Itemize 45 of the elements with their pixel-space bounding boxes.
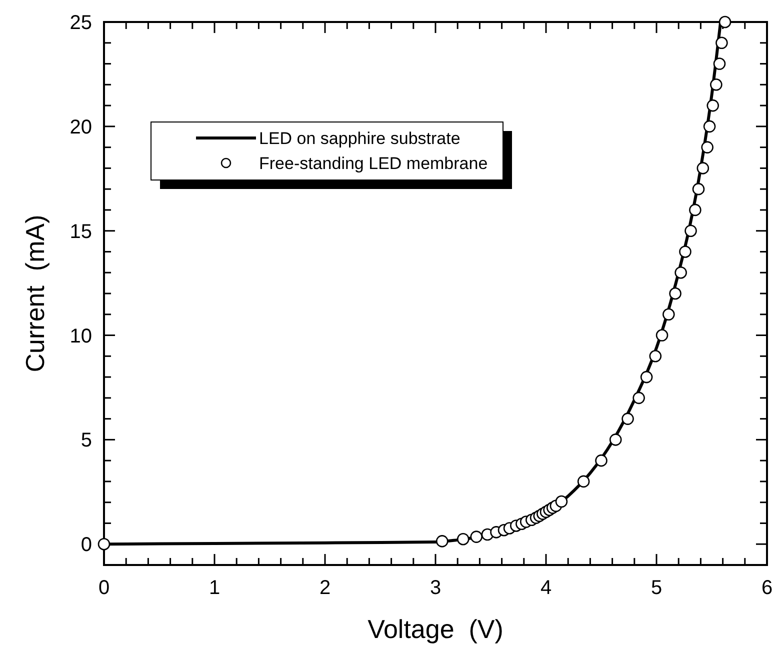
x-tick-label: 6 [761, 577, 773, 599]
point [622, 412, 634, 425]
point [555, 495, 568, 508]
x-tick-label: 4 [540, 577, 552, 599]
point [577, 475, 590, 488]
x-tick-label: 0 [98, 577, 110, 599]
y-tick-label: 5 [80, 430, 92, 452]
x-tick-label: 1 [208, 577, 220, 599]
point [595, 454, 608, 467]
point [436, 535, 448, 548]
y-tick-label: 0 [80, 534, 92, 556]
point [656, 329, 668, 342]
point [703, 120, 716, 133]
point [470, 530, 483, 543]
point [701, 141, 714, 154]
x-tick-label: 5 [650, 577, 662, 599]
y-axis-title: Current (mA) [20, 214, 50, 372]
point [692, 182, 705, 196]
x-tick-label: 2 [319, 577, 331, 599]
point [609, 434, 622, 446]
point [706, 99, 720, 112]
point [710, 78, 722, 91]
point [713, 58, 726, 70]
point [689, 204, 702, 216]
point [674, 266, 687, 279]
x-axis-title: Voltage (V) [368, 614, 504, 644]
point [640, 370, 653, 384]
x-tick-label: 3 [430, 577, 442, 599]
point [684, 224, 697, 237]
point [718, 16, 732, 28]
y-tick-label: 25 [70, 12, 92, 34]
y-tick-label: 10 [70, 325, 92, 348]
point [98, 538, 110, 550]
point [716, 36, 728, 50]
point [649, 350, 662, 362]
legend-label: LED on sapphire substrate [259, 128, 460, 148]
y-tick-label: 20 [70, 116, 92, 138]
legend-label: Free-standing LED membrane [259, 154, 488, 173]
point [662, 308, 675, 321]
point [456, 532, 470, 546]
point [696, 162, 710, 174]
y-tick-label: 15 [70, 220, 92, 243]
point [632, 392, 645, 404]
point [679, 246, 692, 258]
point [669, 287, 682, 300]
